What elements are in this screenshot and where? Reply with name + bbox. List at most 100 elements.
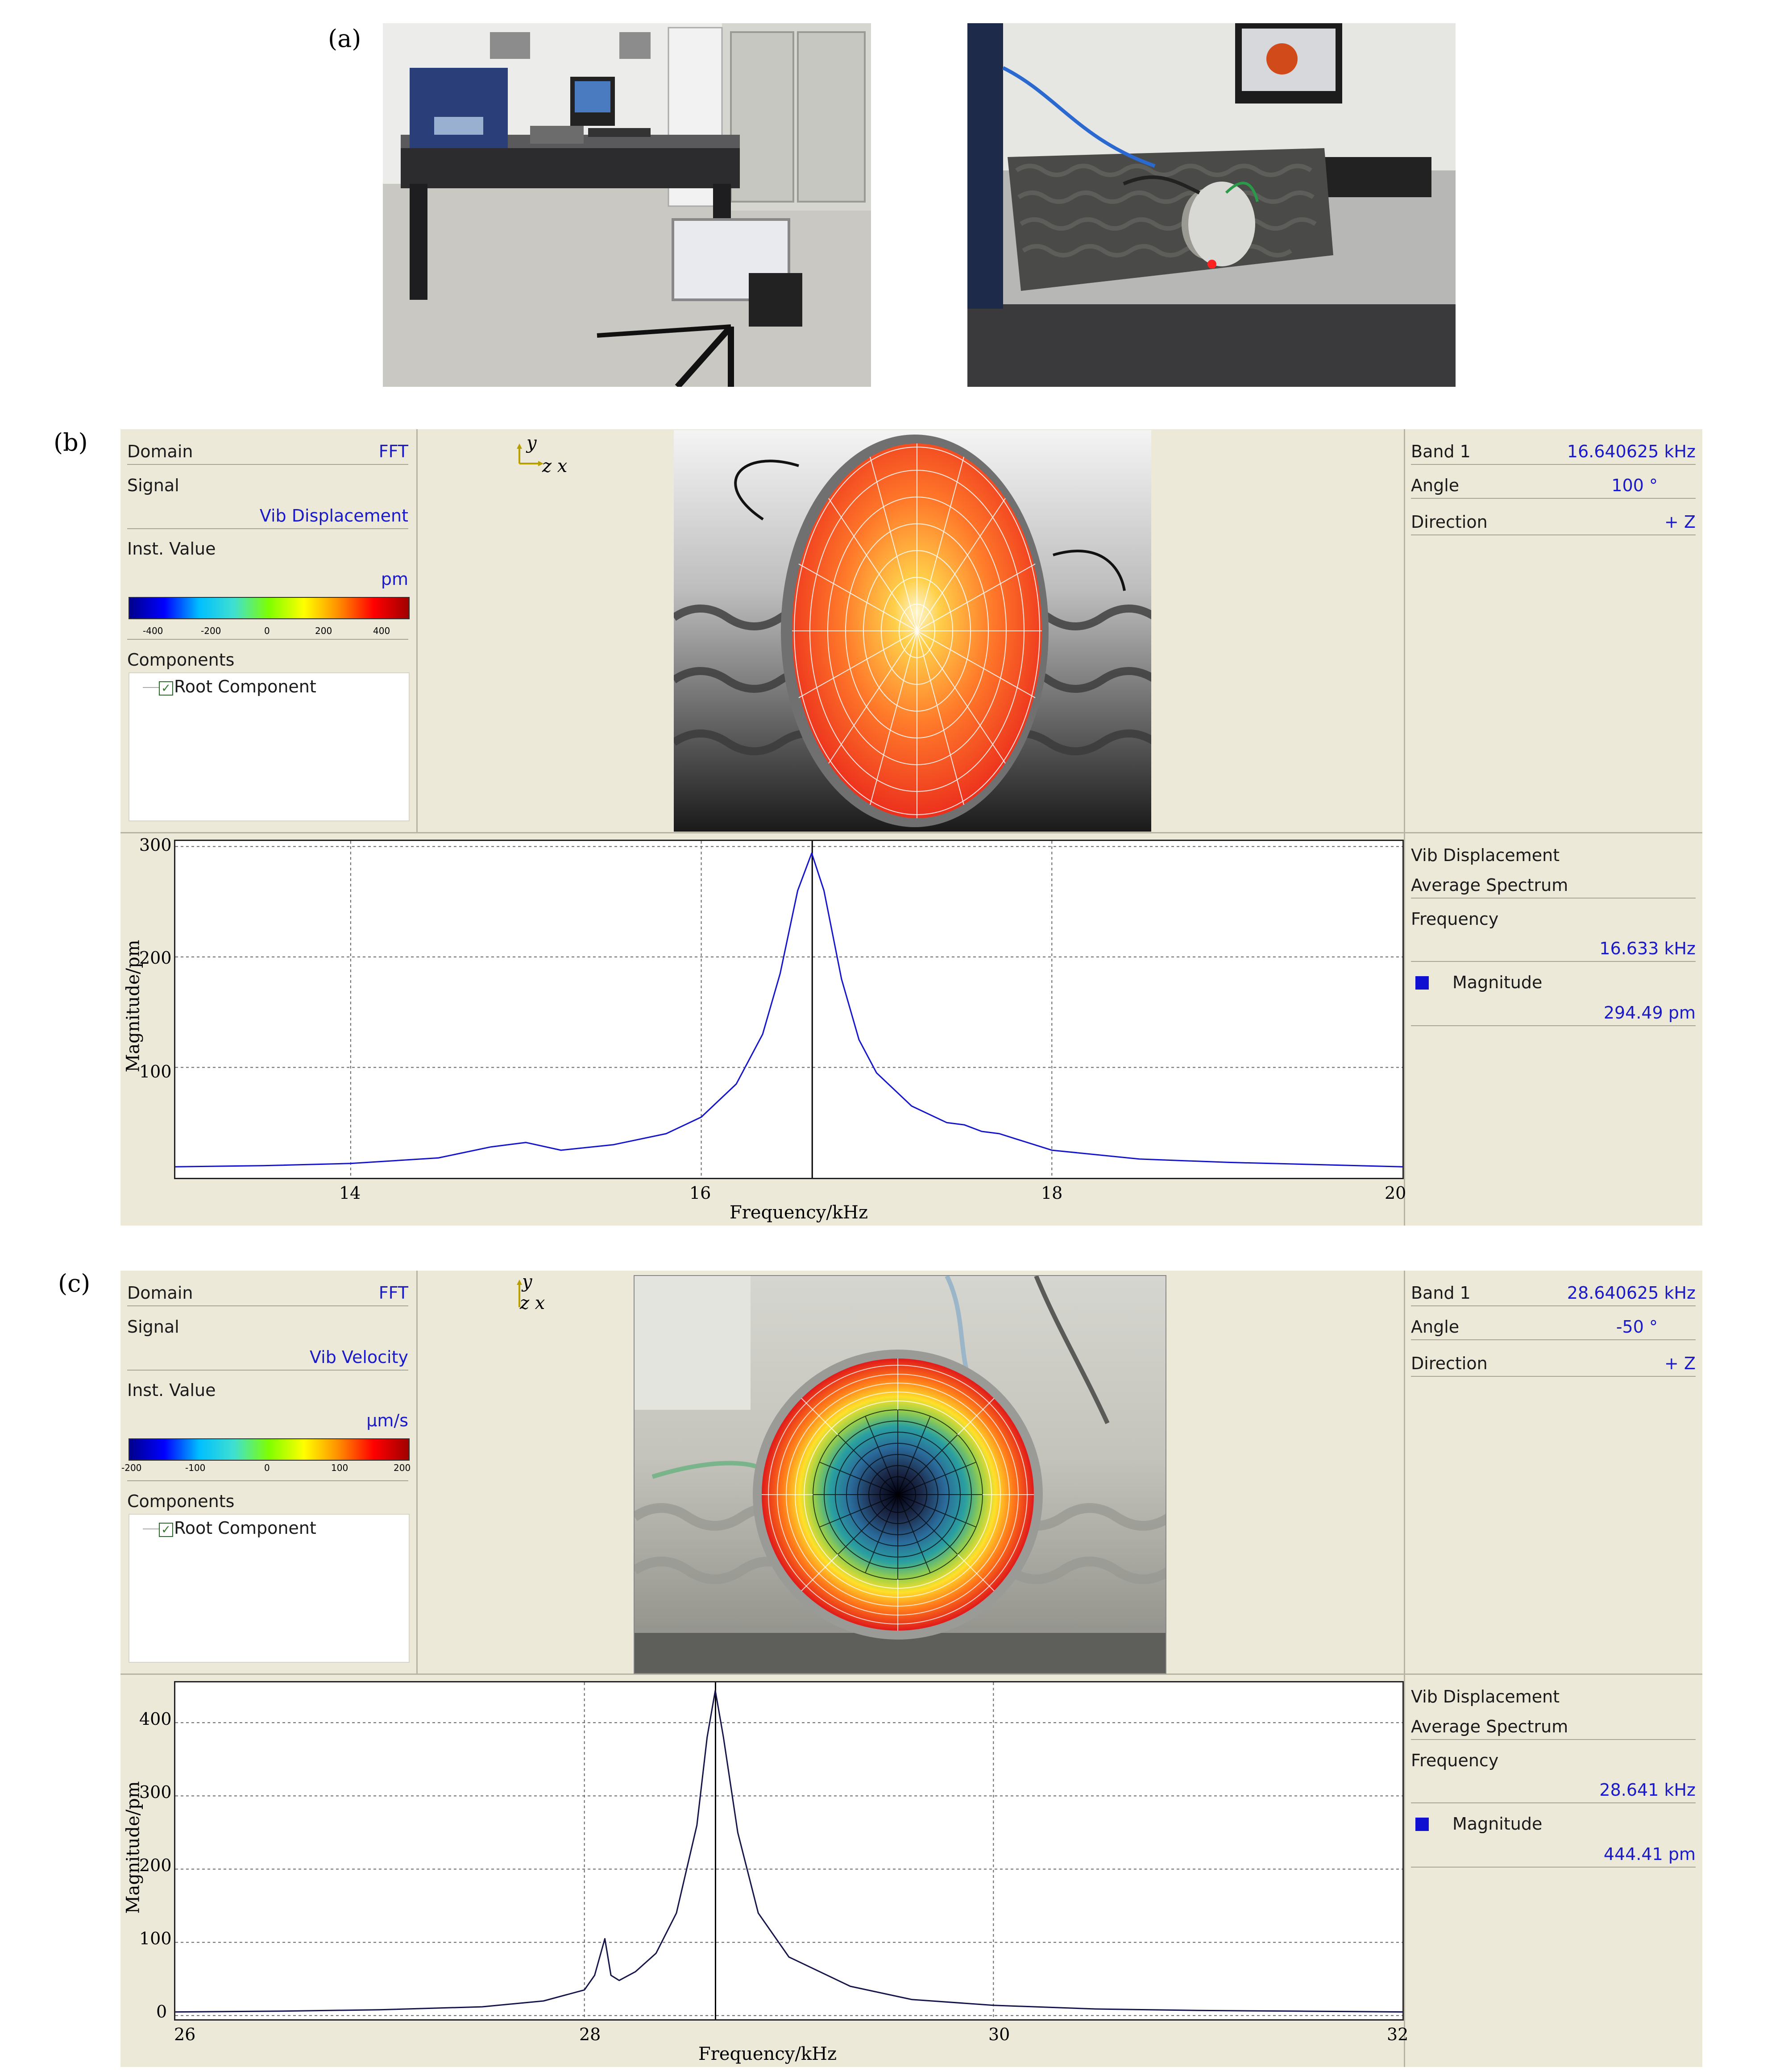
axis-triad-icon — [513, 443, 544, 472]
x-axis-title: Frequency/kHz — [698, 2044, 837, 2064]
signal-label: Signal — [127, 476, 179, 495]
band-label: Band 1 — [1411, 442, 1471, 461]
colorbar — [129, 1438, 410, 1461]
angle-value[interactable]: -50 ° — [1616, 1317, 1658, 1337]
magnitude-legend-swatch — [1415, 976, 1429, 990]
angle-value[interactable]: 100 ° — [1611, 476, 1658, 495]
x-tick: 32 — [1387, 2025, 1409, 2044]
mode-shape-view[interactable] — [674, 430, 1151, 832]
panel-label-c: (c) — [58, 1269, 91, 1297]
magnitude-label: Magnitude — [1452, 1814, 1543, 1834]
colorbar-tick: -200 — [201, 625, 221, 636]
frequency-value: 16.633 kHz — [1599, 939, 1696, 958]
axis-y-label: y — [527, 433, 537, 453]
domain-label: Domain — [127, 1283, 193, 1303]
inst-value-label: Inst. Value — [127, 1380, 216, 1400]
domain-value: FFT — [378, 1283, 408, 1303]
y-axis-title: Magnitude/pm — [123, 940, 144, 1073]
colorbar-tick: 100 — [331, 1462, 348, 1473]
sample-closeup-scene — [967, 23, 1456, 387]
band-value: 16.640625 kHz — [1567, 442, 1696, 461]
spectrum-chart-c — [175, 1682, 1403, 2019]
colorbar-tick: -200 — [121, 1462, 142, 1473]
axis-triad-icon — [513, 1280, 527, 1313]
root-component-label[interactable]: Root Component — [174, 677, 316, 696]
root-component-checkbox[interactable]: ✓ — [159, 1523, 173, 1537]
x-tick: 28 — [579, 2025, 601, 2044]
mode-shape-view[interactable] — [634, 1275, 1166, 1674]
band-label: Band 1 — [1411, 1283, 1471, 1303]
band-value: 28.640625 kHz — [1567, 1283, 1696, 1303]
colorbar-tick: 200 — [394, 1462, 411, 1473]
y-tick: 100 — [139, 1062, 172, 1081]
panel-label-b: (b) — [54, 428, 88, 456]
x-tick: 14 — [339, 1183, 361, 1203]
direction-value[interactable]: + Z — [1664, 512, 1696, 532]
signal-value[interactable]: Vib Displacement — [259, 506, 408, 526]
y-tick: 200 — [139, 948, 172, 968]
y-tick: 100 — [139, 1929, 172, 1948]
magnitude-value: 444.41 pm — [1603, 1844, 1696, 1864]
colorbar — [129, 597, 410, 619]
lab-setup-scene — [383, 23, 871, 387]
magnitude-label: Magnitude — [1452, 973, 1543, 992]
components-tree[interactable]: ✓ Root Component — [129, 672, 410, 821]
components-label: Components — [127, 1491, 235, 1511]
components-tree[interactable]: ✓ Root Component — [129, 1514, 410, 1663]
unit-value: pm — [381, 569, 408, 589]
inst-value-label: Inst. Value — [127, 539, 216, 559]
x-tick: 18 — [1041, 1183, 1063, 1203]
spectrum-plot-c[interactable] — [174, 1681, 1404, 2021]
y-tick: 200 — [139, 1856, 172, 1875]
signal-name: Vib Displacement — [1411, 1687, 1560, 1707]
direction-label: Direction — [1411, 512, 1488, 532]
vibrometer-panel-b: Domain FFT Signal Vib Displacement Inst.… — [120, 429, 1702, 1226]
x-tick: 26 — [174, 2025, 196, 2044]
angle-label: Angle — [1411, 476, 1460, 495]
angle-label: Angle — [1411, 1317, 1460, 1337]
direction-label: Direction — [1411, 1354, 1488, 1373]
axis-zx-label: z x — [542, 456, 568, 476]
components-label: Components — [127, 650, 235, 670]
spectrum-series-line — [175, 852, 1403, 1168]
panel-label-a: (a) — [328, 25, 361, 53]
colorbar-tick: -100 — [185, 1462, 206, 1473]
vibrometer-panel-c: Domain FFT Signal Vib Velocity Inst. Val… — [120, 1271, 1702, 2067]
spectrum-type: Average Spectrum — [1411, 875, 1568, 895]
root-component-checkbox[interactable]: ✓ — [159, 681, 173, 696]
spectrum-series-line — [175, 1690, 1403, 2013]
x-tick: 20 — [1385, 1183, 1406, 1203]
signal-name: Vib Displacement — [1411, 845, 1560, 865]
x-axis-title: Frequency/kHz — [730, 1202, 868, 1223]
frequency-value: 28.641 kHz — [1599, 1780, 1696, 1800]
y-tick: 0 — [156, 2002, 167, 2021]
spectrum-type: Average Spectrum — [1411, 1717, 1568, 1736]
domain-value: FFT — [378, 442, 408, 461]
signal-value[interactable]: Vib Velocity — [310, 1347, 408, 1367]
spectrum-chart-b — [175, 841, 1403, 1178]
frequency-label: Frequency — [1411, 909, 1499, 929]
colorbar-tick: 0 — [264, 625, 270, 636]
sample-closeup-photo — [967, 23, 1456, 387]
axis-zx-label: z x — [520, 1293, 545, 1313]
y-axis-title: Magnitude/pm — [123, 1781, 144, 1914]
y-tick: 300 — [139, 1782, 172, 1802]
magnitude-legend-swatch — [1415, 1818, 1429, 1831]
x-tick: 16 — [689, 1183, 711, 1203]
unit-value: µm/s — [366, 1411, 408, 1430]
colorbar-tick: 200 — [315, 625, 332, 636]
direction-value[interactable]: + Z — [1664, 1354, 1696, 1373]
colorbar-tick: 0 — [264, 1462, 270, 1473]
colorbar-tick: 400 — [373, 625, 390, 636]
spectrum-plot-b[interactable] — [174, 840, 1404, 1179]
signal-label: Signal — [127, 1317, 179, 1337]
y-tick: 300 — [139, 835, 172, 855]
root-component-label[interactable]: Root Component — [174, 1518, 316, 1538]
axis-y-label: y — [522, 1272, 532, 1292]
x-tick: 30 — [988, 2025, 1010, 2044]
magnitude-value: 294.49 pm — [1603, 1003, 1696, 1023]
y-tick: 400 — [139, 1709, 172, 1729]
frequency-label: Frequency — [1411, 1751, 1499, 1770]
domain-label: Domain — [127, 442, 193, 461]
colorbar-tick: -400 — [143, 625, 163, 636]
